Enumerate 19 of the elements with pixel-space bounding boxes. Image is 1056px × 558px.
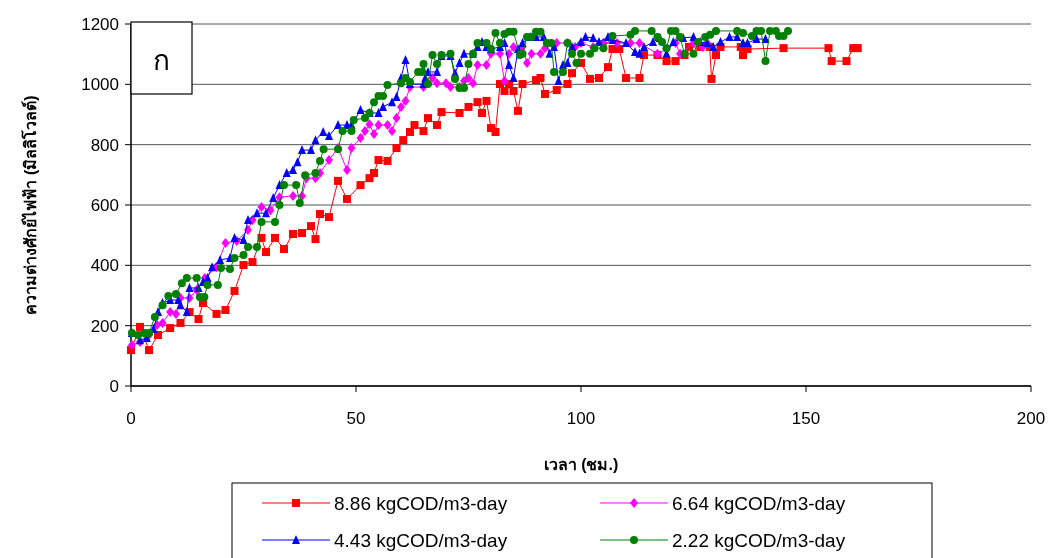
y-tick-label: 400	[90, 256, 119, 276]
y-axis-title: ความต่างศักย์ไฟฟ้า (มิลลิโวลต์)	[20, 95, 39, 315]
x-tick-label: 100	[566, 409, 596, 428]
annotation: ก	[152, 45, 170, 76]
x-tick-label: 0	[126, 409, 136, 428]
legend-label: 4.43 kgCOD/m3-day	[334, 530, 508, 551]
y-tick-label: 0	[109, 377, 119, 396]
legend-label: 2.22 kgCOD/m3-day	[672, 530, 846, 551]
x-tick-label: 200	[1016, 409, 1046, 428]
x-tick-label: 50	[346, 409, 366, 428]
y-tick-label: 200	[90, 316, 119, 336]
y-tick-label: 1200	[81, 15, 119, 34]
legend-label: 6.64 kgCOD/m3-day	[672, 493, 846, 514]
y-tick-label: 1000	[81, 75, 119, 95]
x-tick-label: 150	[791, 409, 821, 428]
x-axis-title: เวลา (ชม.)	[543, 456, 619, 473]
legend-label: 8.86 kgCOD/m3-day	[334, 493, 508, 514]
y-tick-label: 800	[90, 135, 119, 155]
y-tick-label: 600	[90, 196, 119, 215]
